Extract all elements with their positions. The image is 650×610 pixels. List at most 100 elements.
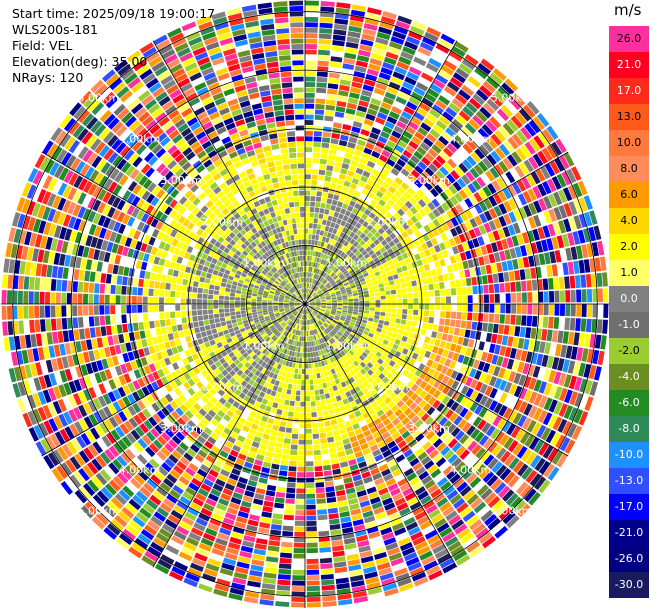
range-gate [321, 454, 330, 460]
range-gate [343, 282, 349, 287]
range-gate [305, 174, 311, 180]
range-gate [338, 84, 350, 92]
range-gate [567, 360, 576, 374]
range-gate [515, 481, 529, 495]
range-gate [327, 317, 333, 322]
range-gate [353, 345, 360, 351]
range-gate [309, 384, 315, 391]
range-gate [297, 374, 302, 380]
range-gate [286, 349, 290, 356]
range-gate [358, 294, 364, 298]
range-gate [445, 368, 454, 377]
range-gate [423, 263, 431, 271]
range-gate [527, 292, 533, 303]
range-gate [317, 416, 324, 423]
range-gate [413, 86, 426, 97]
range-gate [261, 415, 269, 423]
range-gate [460, 532, 474, 544]
range-gate [438, 69, 452, 81]
range-gate [424, 304, 430, 310]
range-gate [292, 575, 305, 581]
range-gate [346, 249, 352, 256]
range-gate [310, 318, 314, 324]
range-gate [437, 347, 444, 356]
range-gate [359, 304, 365, 307]
range-gate [457, 418, 468, 430]
range-gate [1, 305, 7, 320]
range-gate [201, 573, 217, 583]
range-gate [455, 67, 470, 79]
range-gate [470, 151, 481, 163]
range-gate [348, 413, 356, 420]
range-gate [401, 230, 409, 239]
range-gate [306, 547, 319, 554]
range-gate [276, 436, 284, 443]
range-gate [384, 121, 395, 130]
range-gate [401, 314, 407, 320]
range-gate [435, 304, 441, 311]
range-gate [310, 304, 316, 306]
range-gate [349, 569, 363, 577]
range-gate [232, 526, 245, 535]
range-gate [546, 329, 553, 342]
range-gate [401, 287, 407, 294]
range-gate [524, 434, 535, 448]
range-gate [376, 422, 385, 430]
range-gate [220, 492, 232, 502]
range-gate [368, 531, 381, 539]
range-gate [437, 274, 444, 282]
range-gate [483, 222, 492, 233]
range-gate [398, 115, 410, 125]
range-gate [447, 453, 459, 465]
range-gate [337, 307, 343, 310]
range-gate [292, 379, 298, 385]
range-gate [580, 318, 587, 332]
range-gate [351, 513, 363, 521]
range-gate [121, 285, 127, 295]
range-gate [375, 300, 381, 304]
range-gate [343, 332, 349, 338]
range-gate [397, 577, 412, 587]
range-gate [301, 309, 304, 314]
range-gate [498, 160, 509, 173]
range-gate [503, 471, 516, 484]
range-gate [336, 2, 351, 9]
range-gate [306, 510, 317, 516]
range-gate [396, 313, 402, 319]
range-gate [377, 358, 384, 365]
range-gate [469, 379, 479, 389]
range-gate [499, 392, 508, 404]
range-gate [418, 297, 424, 304]
range-gate [291, 591, 305, 597]
range-gate [406, 337, 413, 344]
range-gate [538, 460, 551, 475]
range-gate [131, 296, 137, 304]
range-gate [409, 206, 418, 215]
range-gate [340, 315, 346, 320]
range-gate [455, 430, 465, 441]
range-gate [324, 281, 329, 286]
range-gate [501, 335, 509, 346]
range-gate [317, 361, 322, 368]
range-gate [415, 433, 425, 443]
range-gate [573, 409, 584, 424]
range-gate [307, 294, 310, 300]
range-gate [398, 374, 406, 382]
range-gate [419, 520, 433, 531]
range-gate [434, 184, 444, 194]
range-gate [329, 391, 336, 398]
range-gate [414, 230, 422, 239]
range-gate [218, 300, 224, 304]
range-gate [465, 376, 474, 387]
range-gate [350, 574, 364, 582]
range-gate [509, 348, 517, 359]
range-gate [330, 280, 336, 285]
range-gate [318, 326, 323, 332]
range-gate [359, 94, 371, 103]
range-gate [261, 511, 272, 518]
range-gate [494, 481, 507, 495]
range-gate [284, 432, 292, 439]
range-gate [429, 539, 444, 550]
range-gate [336, 371, 342, 378]
range-gate [344, 222, 351, 229]
